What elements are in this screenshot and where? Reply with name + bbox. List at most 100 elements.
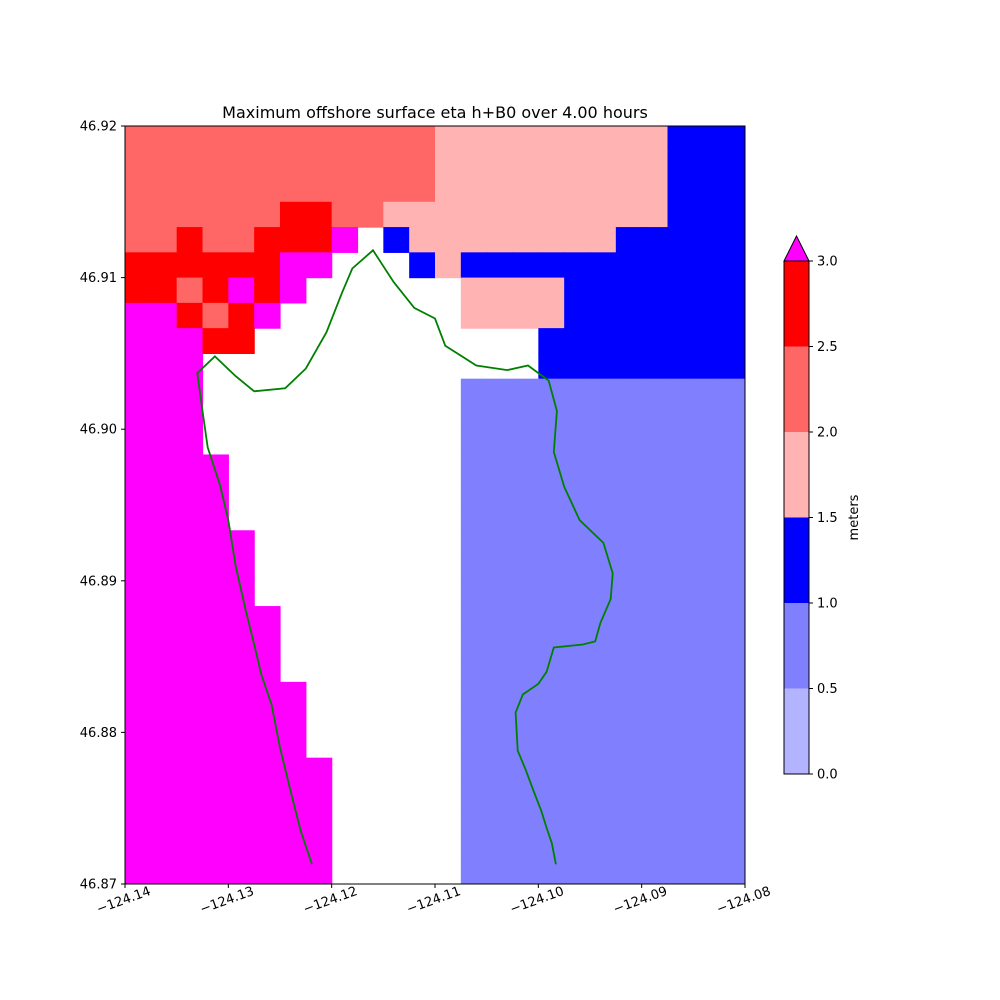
heatmap-cell: [667, 606, 694, 632]
heatmap-cell: [150, 126, 178, 152]
heatmap-cell: [667, 227, 694, 253]
heatmap-cell: [512, 126, 539, 152]
heatmap-cell: [150, 328, 178, 354]
heatmap-cell: [719, 707, 745, 733]
heatmap-cell: [460, 631, 488, 658]
heatmap-cell: [486, 429, 514, 456]
heatmap-cell: [176, 505, 204, 531]
heatmap-cell: [176, 403, 204, 430]
heatmap-cell: [460, 176, 488, 203]
heatmap-cell: [460, 126, 488, 152]
heatmap-cell: [280, 151, 307, 178]
heatmap-cell: [719, 833, 745, 860]
heatmap-cell: [460, 429, 488, 456]
heatmap-cell: [590, 126, 617, 152]
heatmap-cell: [202, 833, 229, 860]
heatmap-cell: [590, 707, 617, 733]
heatmap-cell: [667, 555, 694, 582]
heatmap-cell: [176, 353, 204, 380]
heatmap-cell: [254, 151, 281, 178]
heatmap-cell: [176, 732, 204, 759]
heatmap-cell: [590, 403, 617, 430]
heatmap-cell: [719, 606, 745, 632]
heatmap-cell: [564, 707, 591, 733]
heatmap-cell: [512, 606, 539, 632]
heatmap-cell: [228, 707, 255, 733]
heatmap-cell: [564, 227, 591, 253]
heatmap-cell: [409, 151, 436, 178]
colorbar-segment: [784, 346, 809, 432]
heatmap-cell: [564, 782, 591, 809]
heatmap-cell: [590, 479, 617, 506]
heatmap-cell: [641, 378, 669, 405]
y-tick-label: 46.91: [80, 271, 117, 286]
heatmap-cell: [150, 252, 178, 279]
heatmap-cell: [125, 580, 152, 607]
heatmap-cell: [667, 681, 694, 708]
heatmap-cell: [590, 782, 617, 809]
heatmap-cell: [564, 681, 591, 708]
heatmap-cell: [331, 126, 359, 152]
heatmap-cell: [590, 833, 617, 860]
plot-area: [124, 125, 746, 885]
heatmap-cell: [202, 858, 229, 884]
heatmap-cell: [693, 454, 720, 481]
heatmap-cell: [590, 176, 617, 203]
heatmap-cell: [331, 201, 359, 228]
heatmap-cell: [719, 757, 745, 784]
heatmap-cell: [719, 277, 745, 304]
heatmap-cell: [615, 580, 643, 607]
heatmap-cell: [409, 252, 436, 279]
heatmap-cell: [590, 606, 617, 632]
heatmap-cell: [125, 403, 152, 430]
heatmap-cell: [125, 757, 152, 784]
heatmap-cell: [512, 176, 539, 203]
heatmap-cell: [615, 227, 643, 253]
heatmap-cell: [125, 530, 152, 557]
heatmap-cell: [590, 858, 617, 884]
heatmap-cell: [667, 353, 694, 380]
heatmap-cell: [667, 328, 694, 354]
heatmap-cell: [512, 555, 539, 582]
heatmap-cell: [641, 479, 669, 506]
heatmap-cell: [202, 201, 229, 228]
heatmap-cell: [538, 403, 565, 430]
heatmap-cell: [615, 782, 643, 809]
heatmap-cell: [641, 555, 669, 582]
heatmap-cell: [202, 757, 229, 784]
heatmap-cell: [176, 252, 204, 279]
heatmap-cell: [719, 479, 745, 506]
heatmap-cell: [486, 505, 514, 531]
heatmap-cell: [125, 302, 152, 329]
heatmap-cell: [590, 151, 617, 178]
heatmap-cell: [228, 808, 255, 835]
heatmap-cell: [357, 151, 384, 178]
heatmap-cell: [357, 126, 384, 152]
heatmap-cell: [228, 555, 255, 582]
heatmap-cell: [202, 808, 229, 835]
heatmap-cell: [719, 454, 745, 481]
heatmap-cell: [202, 328, 229, 354]
heatmap-cell: [693, 151, 720, 178]
heatmap-cell: [202, 656, 229, 683]
heatmap-cell: [125, 707, 152, 733]
heatmap-cell: [564, 454, 591, 481]
heatmap-cell: [538, 505, 565, 531]
heatmap-cell: [150, 151, 178, 178]
heatmap-cell: [719, 353, 745, 380]
heatmap-cell: [564, 580, 591, 607]
heatmap-cell: [125, 858, 152, 884]
heatmap-cell: [667, 631, 694, 658]
heatmap-cell: [641, 858, 669, 884]
heatmap-cell: [176, 454, 204, 481]
heatmap-cell: [254, 732, 281, 759]
heatmap-cell: [667, 505, 694, 531]
heatmap-cell: [150, 580, 178, 607]
heatmap-cell: [486, 707, 514, 733]
heatmap-cell: [693, 757, 720, 784]
heatmap-cell: [125, 151, 152, 178]
heatmap-cell: [667, 126, 694, 152]
heatmap-cell: [486, 580, 514, 607]
heatmap-cell: [615, 201, 643, 228]
